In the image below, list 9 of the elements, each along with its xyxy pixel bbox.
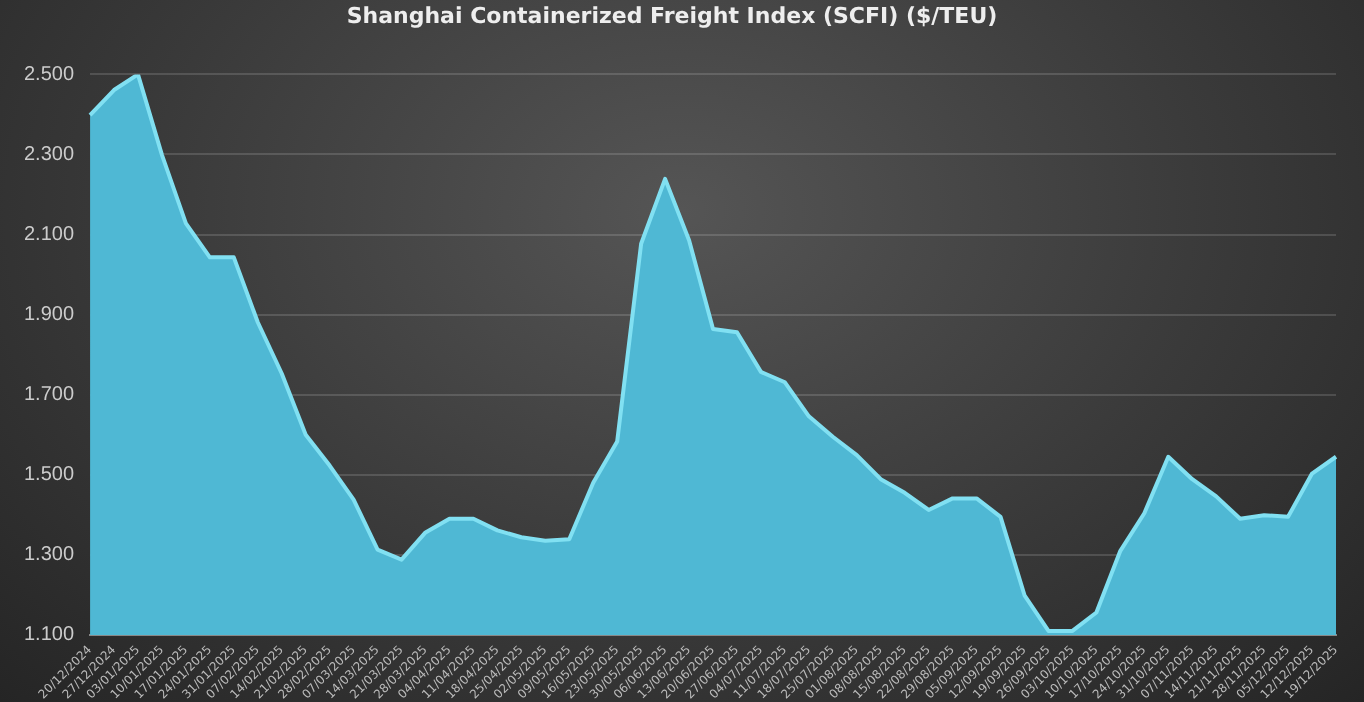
y-tick-label: 1.700 (23, 384, 75, 407)
y-tick-label: 1.500 (23, 464, 75, 487)
y-tick-label: 1.100 (23, 624, 75, 647)
y-tick-label: 2.300 (23, 143, 75, 166)
y-tick-label: 2.100 (23, 224, 75, 247)
y-tick-label: 1.900 (23, 304, 75, 327)
y-tick-label: 2.500 (23, 63, 75, 86)
chart-title: Shanghai Containerized Freight Index (SCFI) ($/TEU) (346, 2, 998, 29)
y-tick-label: 1.300 (23, 544, 75, 567)
